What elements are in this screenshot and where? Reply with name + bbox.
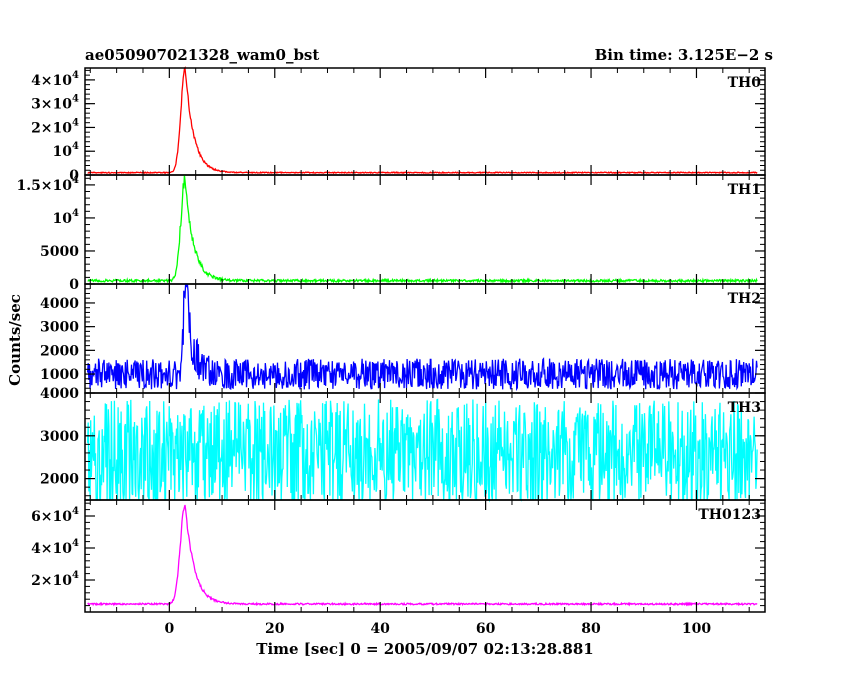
series-line-th0 — [87, 65, 758, 175]
y-tick-label-base: 2000 — [40, 472, 79, 488]
y-tick-label-base: 2000 — [40, 343, 79, 359]
y-tick-label-base: 3000 — [40, 429, 79, 445]
y-tick-label: 1000 — [40, 367, 79, 383]
series-line-th2 — [86, 283, 758, 392]
y-tick-label-exponent: 4 — [72, 94, 79, 105]
y-tick-label-exponent: 4 — [72, 175, 79, 186]
panel-frame — [84, 174, 766, 285]
series-line-th0123 — [87, 504, 758, 607]
series-line-th3 — [86, 398, 758, 503]
x-tick-label: 60 — [476, 621, 496, 637]
y-tick-label-base: 4×10 — [31, 541, 72, 557]
y-tick-label-base: 3000 — [40, 320, 79, 336]
y-tick-label: 0 — [69, 168, 79, 184]
y-tick-label-base: 4000 — [40, 296, 79, 312]
x-tick-label: 0 — [164, 621, 174, 637]
x-tick-label: 40 — [370, 621, 390, 637]
panel-frame — [84, 499, 766, 613]
y-tick-label-exponent: 4 — [72, 70, 79, 81]
y-tick-label: 3000 — [40, 320, 79, 336]
x-tick-label: 80 — [581, 621, 601, 637]
x-axis-label: Time [sec] 0 = 2005/09/07 02:13:28.881 — [256, 640, 593, 658]
panel-label-th1: TH1 — [728, 182, 761, 198]
y-tick-label: 3000 — [40, 429, 79, 445]
y-tick-label-base: 4000 — [40, 386, 79, 402]
y-tick-label-exponent: 4 — [72, 506, 79, 517]
y-tick-label-base: 10 — [53, 144, 73, 160]
y-tick-label-base: 10 — [53, 211, 73, 227]
y-tick-label: 104 — [53, 141, 79, 160]
y-axis-label: Counts/sec — [6, 294, 24, 386]
y-tick-label-base: 5000 — [40, 244, 79, 260]
y-tick-label-base: 0 — [69, 168, 79, 184]
panel-label-th2: TH2 — [728, 291, 761, 307]
y-tick-label-base: 3×10 — [31, 97, 72, 113]
panel-label-th0123: TH0123 — [698, 507, 761, 523]
y-tick-label-base: 1.5×10 — [16, 178, 72, 194]
chart-title: ae050907021328_wam0_bst — [85, 46, 319, 64]
y-tick-label-base: 6×10 — [31, 509, 72, 525]
y-tick-label: 104 — [53, 208, 79, 227]
y-tick-label-base: 1000 — [40, 367, 79, 383]
y-tick-label: 4000 — [40, 296, 79, 312]
x-tick-label: 20 — [265, 621, 285, 637]
y-tick-label: 2×104 — [31, 117, 79, 136]
y-tick-label: 3×104 — [31, 94, 79, 113]
y-tick-label-exponent: 4 — [72, 117, 79, 128]
y-tick-label: 2000 — [40, 343, 79, 359]
y-tick-label: 4000 — [40, 386, 79, 402]
y-tick-label: 5000 — [40, 244, 79, 260]
y-tick-label: 2×104 — [31, 570, 79, 589]
y-tick-label-base: 0 — [69, 277, 79, 293]
x-tick-label: 100 — [682, 621, 711, 637]
panel-th3: 2000 3000 4000 TH3 — [40, 386, 766, 503]
y-tick-label: 4×104 — [31, 538, 79, 557]
y-tick-label-exponent: 4 — [72, 208, 79, 219]
y-tick-label: 6×104 — [31, 506, 79, 525]
y-tick-label-base: 2×10 — [31, 120, 72, 136]
y-tick-label-exponent: 4 — [72, 570, 79, 581]
y-tick-label: 1.5×104 — [16, 175, 79, 194]
series-line-th1 — [87, 174, 758, 285]
y-tick-label-exponent: 4 — [72, 141, 79, 152]
bin-time-label: Bin time: 3.125E−2 s — [595, 46, 773, 64]
y-tick-label: 0 — [69, 277, 79, 293]
y-tick-label-base: 4×10 — [31, 73, 72, 89]
y-tick-label: 2000 — [40, 472, 79, 488]
panel-label-th0: TH0 — [728, 75, 762, 91]
y-tick-label: 4×104 — [31, 70, 79, 89]
panel-label-th3: TH3 — [728, 400, 761, 416]
panel-th2: 1000 2000 3000 4000 TH2 — [40, 283, 766, 394]
y-tick-label-base: 2×10 — [31, 573, 72, 589]
y-tick-label-exponent: 4 — [72, 538, 79, 549]
